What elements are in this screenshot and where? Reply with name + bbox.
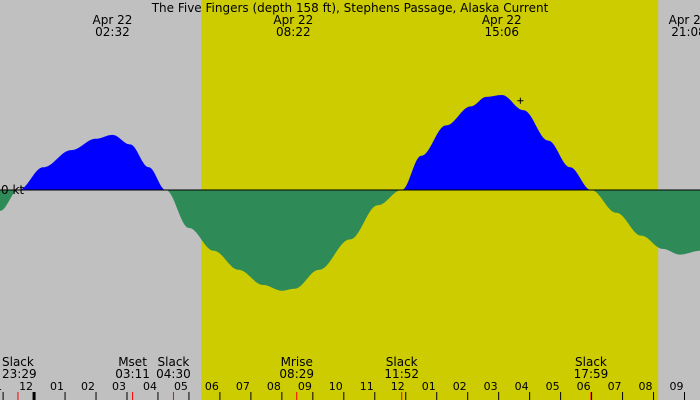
now-marker (517, 97, 524, 104)
peak-time-label: 08:22 (276, 25, 311, 39)
peak-date-label: Apr 22 (669, 13, 700, 27)
hour-tick-label: 07 (608, 380, 622, 393)
event-name-label: Slack (158, 355, 190, 369)
peak-date-label: Apr 22 (482, 13, 522, 27)
hour-tick-label: 01 (422, 380, 436, 393)
event-time-label: 04:30 (156, 367, 191, 381)
ebb-current-area (591, 190, 700, 255)
hour-tick-label: 04 (515, 380, 529, 393)
hour-tick-label: 11 (0, 380, 2, 393)
hour-tick-label: 03 (484, 380, 498, 393)
event-time-label: 23:29 (2, 367, 37, 381)
flood-current-area (402, 95, 591, 190)
event-name-label: Slack (575, 355, 607, 369)
hour-tick-label: 10 (329, 380, 343, 393)
event-time-label: 11:52 (384, 367, 419, 381)
ebb-current-area (166, 190, 402, 291)
hour-tick-label: 11 (360, 380, 374, 393)
hour-tick-label: 02 (81, 380, 95, 393)
chart-title: The Five Fingers (depth 158 ft), Stephen… (151, 1, 549, 15)
peak-time-label: 02:32 (95, 25, 130, 39)
peak-time-label: 15:06 (484, 25, 519, 39)
hour-tick-label: 03 (112, 380, 126, 393)
hour-tick-label: 02 (453, 380, 467, 393)
ebb-current-area (0, 190, 19, 211)
hour-tick-label: 06 (577, 380, 591, 393)
hour-tick-label: 12 (19, 380, 33, 393)
hour-tick-label: 08 (267, 380, 281, 393)
event-time-label: 17:59 (574, 367, 609, 381)
hour-tick-label: 04 (143, 380, 157, 393)
hour-tick-label: 09 (298, 380, 312, 393)
hour-tick-label: 06 (205, 380, 219, 393)
event-name-label: Mset (118, 355, 147, 369)
flood-current-area (19, 134, 166, 190)
event-time-label: 03:11 (115, 367, 150, 381)
hour-tick-label: 05 (546, 380, 560, 393)
hour-tick-label: 05 (174, 380, 188, 393)
peak-date-label: Apr 22 (273, 13, 313, 27)
peak-time-label: 21:08 (671, 25, 700, 39)
event-name-label: Mrise (281, 355, 313, 369)
hour-tick-label: 01 (50, 380, 64, 393)
event-name-label: Slack (386, 355, 418, 369)
hour-tick-label: 07 (236, 380, 250, 393)
peak-date-label: Apr 22 (93, 13, 133, 27)
zero-axis-label: 0 kt (1, 183, 24, 197)
hour-tick-label: 08 (639, 380, 653, 393)
hour-tick-label: 09 (670, 380, 684, 393)
event-name-label: Slack (2, 355, 34, 369)
event-time-label: 08:29 (279, 367, 314, 381)
hour-tick-label: 12 (391, 380, 405, 393)
